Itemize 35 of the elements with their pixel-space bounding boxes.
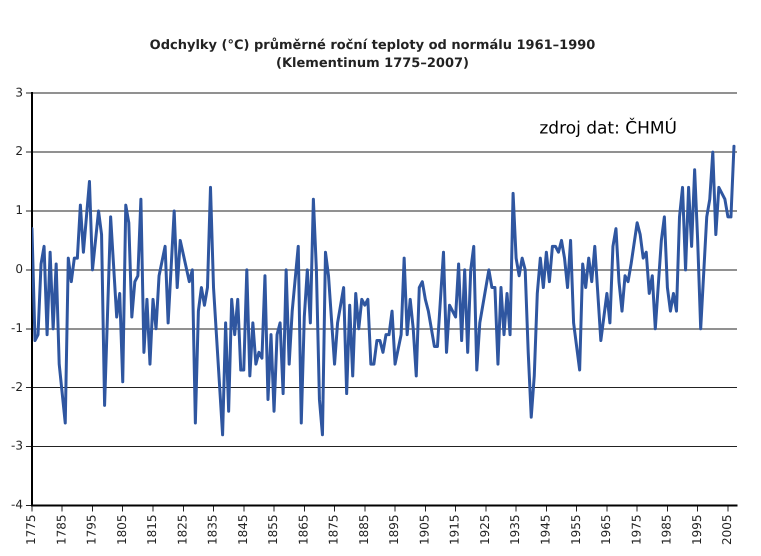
x-tick-label: 1835	[206, 514, 220, 546]
x-tick-label: 1885	[356, 514, 371, 546]
x-tick-label: 1975	[629, 514, 644, 546]
chart-subtitle: (Klementinum 1775–2007)	[276, 56, 469, 71]
annotation: zdroj dat: ČHMÚ	[539, 118, 677, 139]
y-tick-label: 0	[15, 262, 23, 276]
x-tick-label: 1945	[538, 514, 552, 546]
x-tick-label: 1935	[508, 514, 522, 546]
x-tick-label: 1775	[24, 514, 38, 546]
x-tick-label: 1995	[690, 514, 704, 546]
x-tick-label: 1795	[84, 514, 99, 546]
x-tick-label: 1925	[478, 514, 492, 546]
y-tick-label: 2	[15, 144, 23, 158]
x-tick-label: 1985	[660, 514, 674, 546]
y-tick-label: -3	[10, 438, 23, 453]
x-tick-label: 1805	[114, 514, 129, 546]
x-tick-label: 1915	[448, 514, 462, 546]
x-tick-label: 1855	[266, 514, 280, 546]
y-tick-label: -4	[10, 498, 23, 512]
x-tick-label: 1965	[599, 514, 614, 546]
x-tick-label: 1825	[175, 514, 190, 546]
x-tick-label: 2005	[720, 514, 734, 546]
y-tick-label: -2	[10, 380, 23, 394]
x-tick-label: 1865	[296, 514, 310, 546]
y-tick-label: 1	[15, 203, 23, 218]
y-tick-label: 3	[15, 85, 23, 100]
x-tick-label: 1905	[417, 514, 432, 546]
y-tick-label: -1	[10, 320, 23, 335]
x-tick-label: 1955	[568, 514, 583, 546]
x-tick-label: 1875	[326, 514, 341, 546]
x-tick-label: 1845	[236, 514, 250, 546]
x-tick-label: 1785	[54, 514, 68, 546]
x-tick-label: 1815	[145, 514, 160, 546]
chart-title: Odchylky (°C) průměrné roční teploty od normálu 1961–1990	[150, 37, 596, 54]
x-tick-label: 1895	[387, 514, 402, 546]
